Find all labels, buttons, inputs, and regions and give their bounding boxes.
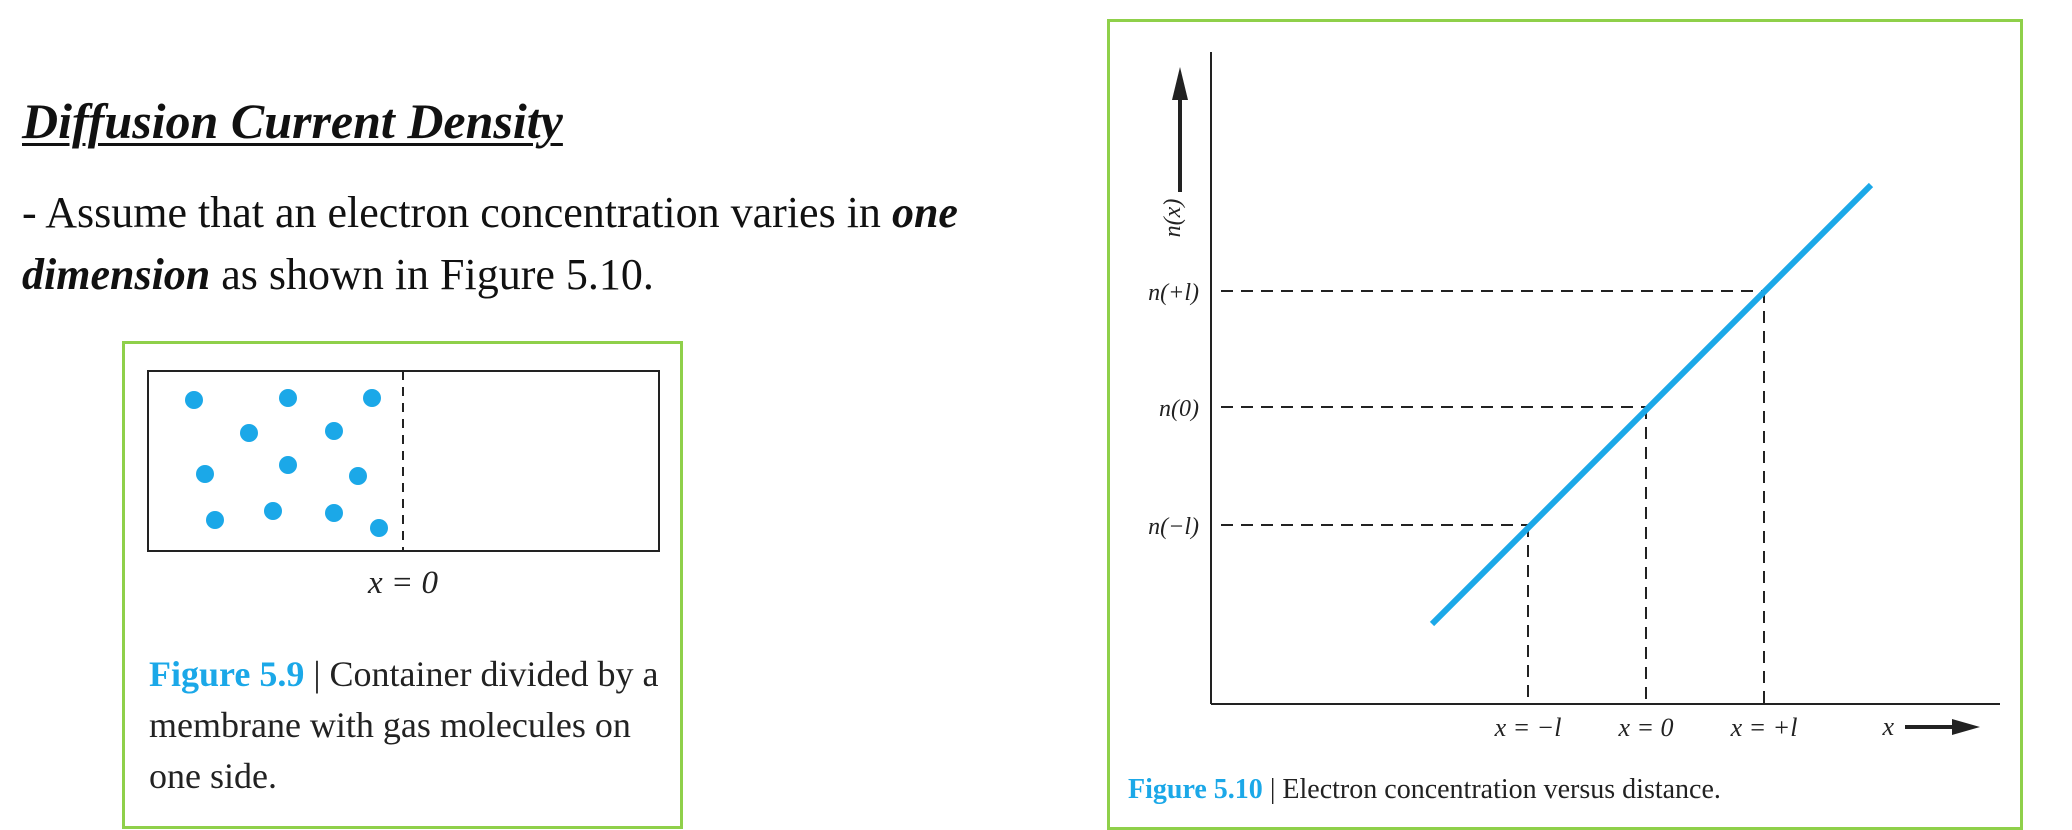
concentration-line: [1429, 182, 1874, 627]
y-axis-label: n(x): [1160, 199, 1186, 238]
x-label-minus-l: x = −l: [1494, 713, 1562, 742]
gas-molecule: [349, 467, 367, 485]
figure-number: Figure 5.9: [149, 654, 305, 694]
x-axis-label: x: [1881, 712, 1894, 741]
x-label-zero: x = 0: [1617, 713, 1673, 742]
caption-text: | Container divided by a membrane with g…: [149, 654, 659, 796]
gas-molecule: [325, 504, 343, 522]
paragraph-suffix: as shown in Figure 5.10.: [210, 250, 654, 299]
gas-molecules: [185, 389, 388, 537]
paragraph-prefix: - Assume that an electron concentration …: [22, 188, 892, 237]
paragraph-emphasis: one dimension: [22, 188, 958, 299]
figure-5-10-caption: Figure 5.10 | Electron concentration ver…: [1128, 774, 2008, 806]
figure-5-10: n(x) x n(+l) n(0) n(−l) x = −l x = 0 x =…: [1107, 19, 2023, 830]
concentration-plot: n(x) x n(+l) n(0) n(−l) x = −l x = 0 x =…: [1148, 52, 2000, 742]
gas-molecule: [325, 422, 343, 440]
heading: Diffusion Current Density: [22, 93, 563, 149]
gas-molecule: [363, 389, 381, 407]
intro-paragraph: - Assume that an electron concentration …: [22, 182, 1042, 306]
gas-molecule: [370, 519, 388, 537]
membrane-position-label: x = 0: [367, 565, 438, 601]
y-label-minus-l: n(−l): [1148, 514, 1199, 540]
gas-molecule: [206, 511, 224, 529]
gas-molecule: [196, 465, 214, 483]
caption-text: | Electron concentration versus distance…: [1262, 774, 1721, 805]
figure-5-9: x = 0 Figure 5.9 | Container divided by …: [122, 341, 683, 829]
x-arrow-head-icon: [1952, 719, 1980, 735]
figure-5-9-caption: Figure 5.9 | Container divided by a memb…: [149, 649, 659, 802]
guide-lines: [1221, 290, 1765, 704]
figure-number: Figure 5.10: [1128, 774, 1263, 805]
gas-molecule: [264, 502, 282, 520]
gas-molecule: [279, 456, 297, 474]
x-label-plus-l: x = +l: [1730, 713, 1798, 742]
gas-molecule: [185, 391, 203, 409]
y-label-plus-l: n(+l): [1148, 280, 1199, 306]
y-arrow-head-icon: [1172, 67, 1188, 100]
y-label-zero: n(0): [1159, 396, 1199, 422]
gas-molecule: [240, 424, 258, 442]
container-diagram: x = 0: [147, 370, 660, 601]
gas-molecule: [279, 389, 297, 407]
